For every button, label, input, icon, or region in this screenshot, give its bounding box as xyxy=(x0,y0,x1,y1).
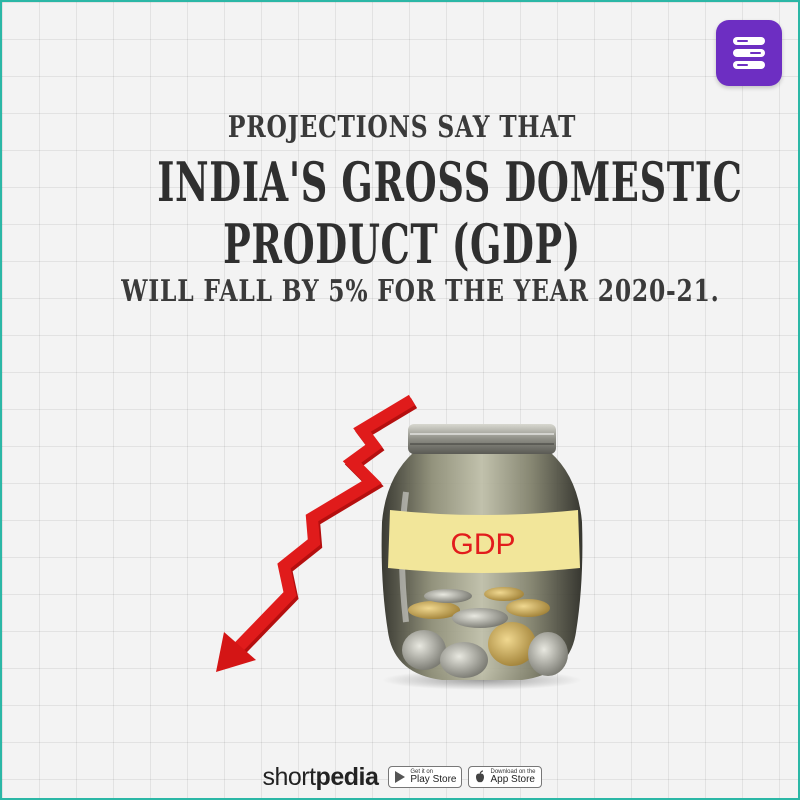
shortpedia-logo-icon[interactable] xyxy=(716,20,782,86)
brand-wordmark: shortpedia xyxy=(262,762,379,791)
google-play-small-text: Get it on xyxy=(410,769,434,775)
jar-label: GDP xyxy=(450,528,515,561)
google-play-icon xyxy=(395,771,406,783)
headline-line-4: WILL FALL BY 5% FOR THE YEAR 2020-21. xyxy=(121,274,720,309)
google-play-big-text: Play Store xyxy=(410,774,457,785)
downtrend-arrow-icon xyxy=(216,394,418,672)
headline-line-1: PROJECTIONS SAY THAT xyxy=(227,110,577,145)
google-play-badge[interactable]: Get it on Play Store xyxy=(388,766,463,788)
coin-jar-icon: GDP xyxy=(381,424,583,690)
app-store-badge[interactable]: Download on the App Store xyxy=(468,766,542,788)
app-store-big-text: App Store xyxy=(490,774,535,785)
app-store-small-text: Download on the xyxy=(490,769,536,775)
headline-line-3: PRODUCT (GDP) xyxy=(223,212,581,276)
footer-bar: shortpedia Get it on Play Store Download… xyxy=(2,762,798,792)
gdp-jar-illustration: GDP xyxy=(216,394,583,690)
headline-line-2: INDIA'S GROSS DOMESTIC xyxy=(157,150,743,214)
apple-icon xyxy=(476,770,485,783)
